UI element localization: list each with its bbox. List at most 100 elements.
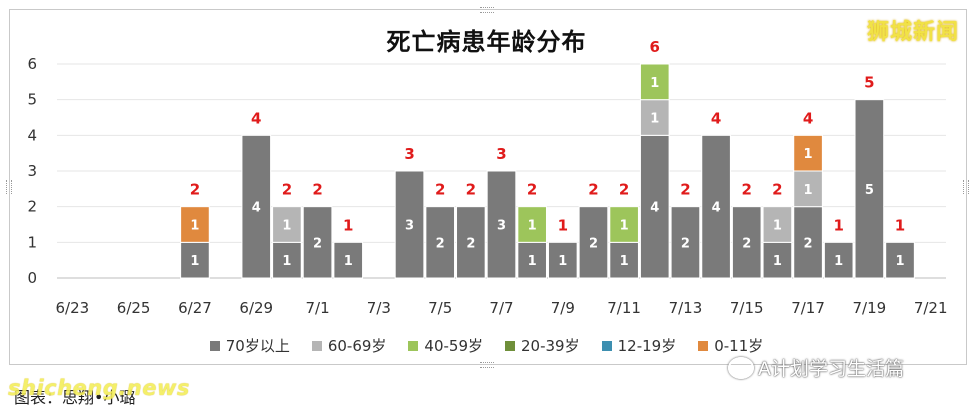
- bar-segment: [639, 134, 670, 279]
- resize-handle-bottom[interactable]: [480, 362, 494, 368]
- segment-label: 4: [252, 201, 261, 216]
- total-label: 1: [343, 216, 353, 234]
- segment-label: 1: [804, 147, 813, 162]
- resize-handle-right[interactable]: [963, 180, 969, 194]
- legend-label: 40-59岁: [424, 337, 484, 355]
- legend-item: 12-19岁: [601, 335, 676, 356]
- bar-segment: [670, 206, 701, 279]
- segment-label: 2: [313, 236, 322, 251]
- legend-item: 0-11岁: [698, 335, 763, 356]
- bar-segment: [517, 206, 547, 243]
- bar-segment: [425, 206, 456, 279]
- total-label: 2: [742, 181, 752, 199]
- segment-label: 2: [742, 236, 751, 251]
- brand-logo: 狮城新闻: [866, 20, 959, 45]
- x-tick-label: 6/25: [117, 299, 151, 317]
- bar-segment: [854, 99, 885, 279]
- total-label: 1: [558, 216, 568, 234]
- legend-swatch: [505, 340, 516, 351]
- segment-label: 1: [282, 219, 291, 234]
- x-tick-label: 7/11: [607, 299, 641, 317]
- bar-segment: [793, 170, 823, 208]
- bar-segment: [609, 206, 639, 243]
- segment-label: 2: [681, 236, 690, 251]
- total-label: 2: [312, 181, 322, 199]
- x-tick-label: 7/3: [367, 299, 391, 317]
- bar-segment: [793, 134, 823, 172]
- x-tick-label: 7/13: [669, 299, 703, 317]
- resize-handle-top[interactable]: [480, 7, 494, 13]
- segment-label: 2: [804, 236, 813, 251]
- total-label: 2: [190, 181, 200, 199]
- y-tick-label: 1: [27, 233, 37, 251]
- x-tick-label: 6/29: [239, 299, 273, 317]
- legend-label: 20-39岁: [521, 337, 580, 355]
- bar-segment: [731, 206, 762, 279]
- x-tick-label: 7/15: [730, 299, 764, 317]
- total-label: 3: [404, 145, 414, 163]
- segment-label: 1: [344, 254, 353, 269]
- x-tick-label: 7/5: [428, 299, 452, 317]
- bar-segment: [486, 170, 517, 279]
- segment-label: 3: [405, 219, 414, 234]
- segment-label: 1: [558, 254, 567, 269]
- total-label: 2: [588, 181, 598, 199]
- total-label: 4: [251, 109, 261, 127]
- resize-handle-left[interactable]: [6, 180, 12, 194]
- total-label: 1: [833, 216, 843, 234]
- segment-label: 1: [773, 254, 782, 269]
- segment-label: 1: [190, 254, 199, 269]
- bar-segment: [885, 241, 915, 279]
- bar-segment: [578, 206, 609, 279]
- site-watermark: shicheng.news: [8, 376, 190, 400]
- x-tick-label: 7/9: [551, 299, 575, 317]
- x-tick-label: 7/7: [489, 299, 513, 317]
- total-label: 3: [496, 145, 506, 163]
- chart-legend: 70岁以上 60-69岁 40-59岁 20-39岁 12-19岁 0-11岁: [0, 335, 973, 356]
- legend-swatch: [698, 340, 709, 351]
- bar-segment: [333, 241, 364, 279]
- bar-segment: [609, 241, 639, 279]
- bar-segment: [762, 206, 793, 243]
- chart-title: 死亡病患年龄分布: [386, 28, 587, 56]
- x-tick-label: 6/23: [55, 299, 89, 317]
- legend-label: 70岁以上: [225, 337, 290, 355]
- segment-label: 4: [712, 201, 721, 216]
- chat-icon: [728, 356, 754, 379]
- segment-label: 1: [804, 183, 813, 198]
- bar-segment: [180, 206, 210, 243]
- total-label: 2: [466, 181, 476, 199]
- segment-label: 2: [436, 236, 445, 251]
- segment-label: 1: [528, 254, 537, 269]
- segment-label: 1: [834, 254, 843, 269]
- bar-segment: [823, 241, 854, 279]
- segment-label: 4: [650, 201, 659, 216]
- legend-item: 70岁以上: [209, 335, 290, 356]
- total-label: 2: [772, 181, 782, 199]
- segment-label: 5: [865, 183, 874, 198]
- segment-label: 1: [895, 254, 904, 269]
- total-label: 6: [650, 38, 660, 56]
- total-label: 2: [680, 181, 690, 199]
- total-label: 5: [864, 74, 874, 92]
- bar-segment: [639, 63, 670, 101]
- segment-label: 1: [650, 112, 659, 127]
- segment-label: 2: [589, 236, 598, 251]
- segment-label: 1: [620, 254, 629, 269]
- legend-item: 20-39岁: [505, 335, 580, 356]
- bar-segment: [547, 241, 578, 279]
- bar-segment: [701, 134, 731, 279]
- source-note: 图表：思翔•小璐: [14, 388, 136, 407]
- legend-item: 40-59岁: [408, 335, 483, 356]
- legend-swatch: [408, 340, 419, 351]
- segment-label: 1: [650, 76, 659, 91]
- total-label: 2: [282, 181, 292, 199]
- bar-segment: [241, 134, 272, 279]
- legend-label: 60-69岁: [327, 337, 387, 355]
- segment-label: 1: [282, 254, 291, 269]
- segment-label: 2: [466, 236, 475, 251]
- legend-swatch: [209, 340, 220, 351]
- x-tick-label: 7/21: [914, 299, 948, 317]
- legend-label: 0-11岁: [714, 337, 764, 355]
